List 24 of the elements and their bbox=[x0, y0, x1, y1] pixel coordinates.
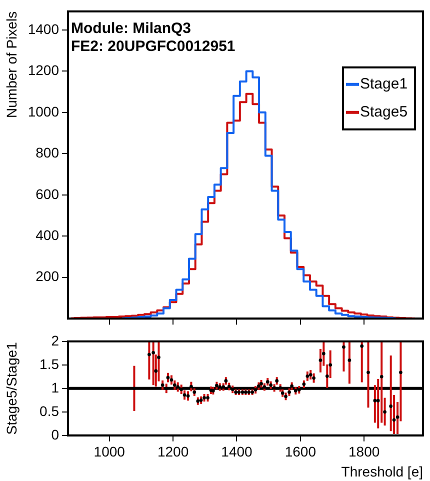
x-tick-label: 1800 bbox=[348, 444, 380, 460]
y-tick-label: 1200 bbox=[28, 62, 60, 78]
x-tick-label: 1200 bbox=[157, 444, 189, 460]
x-tick-label: 1000 bbox=[94, 444, 126, 460]
y-tick-label: 2 bbox=[51, 332, 60, 348]
y-tick-label: 1000 bbox=[28, 103, 60, 120]
x-tick-label: 1600 bbox=[284, 444, 316, 460]
y-tick-label: 1.5 bbox=[40, 356, 60, 372]
y-tick-label: 1 bbox=[51, 379, 60, 396]
annotation: FE2: 20UPGFC0012951 bbox=[71, 38, 236, 56]
y-tick-label: 600 bbox=[36, 186, 60, 202]
y-axis-title: Stage5/Stage1 bbox=[3, 342, 20, 435]
y-tick-label: 0 bbox=[51, 426, 60, 442]
y-axis-title: Number of Pixels bbox=[3, 11, 20, 118]
y-tick-label: 0.5 bbox=[40, 402, 60, 419]
y-tick-label: 400 bbox=[36, 226, 60, 243]
y-tick-label: 200 bbox=[36, 268, 60, 284]
y-tick-label: 1400 bbox=[28, 20, 60, 37]
x-tick-label: 1400 bbox=[221, 444, 253, 460]
x-axis-title: Threshold [e] bbox=[341, 463, 423, 480]
y-tick-label: 800 bbox=[36, 144, 60, 161]
annotation: Module: MilanQ3 bbox=[71, 20, 191, 38]
legend-label: Stage5 bbox=[360, 104, 408, 121]
legend-label: Stage1 bbox=[360, 76, 408, 93]
